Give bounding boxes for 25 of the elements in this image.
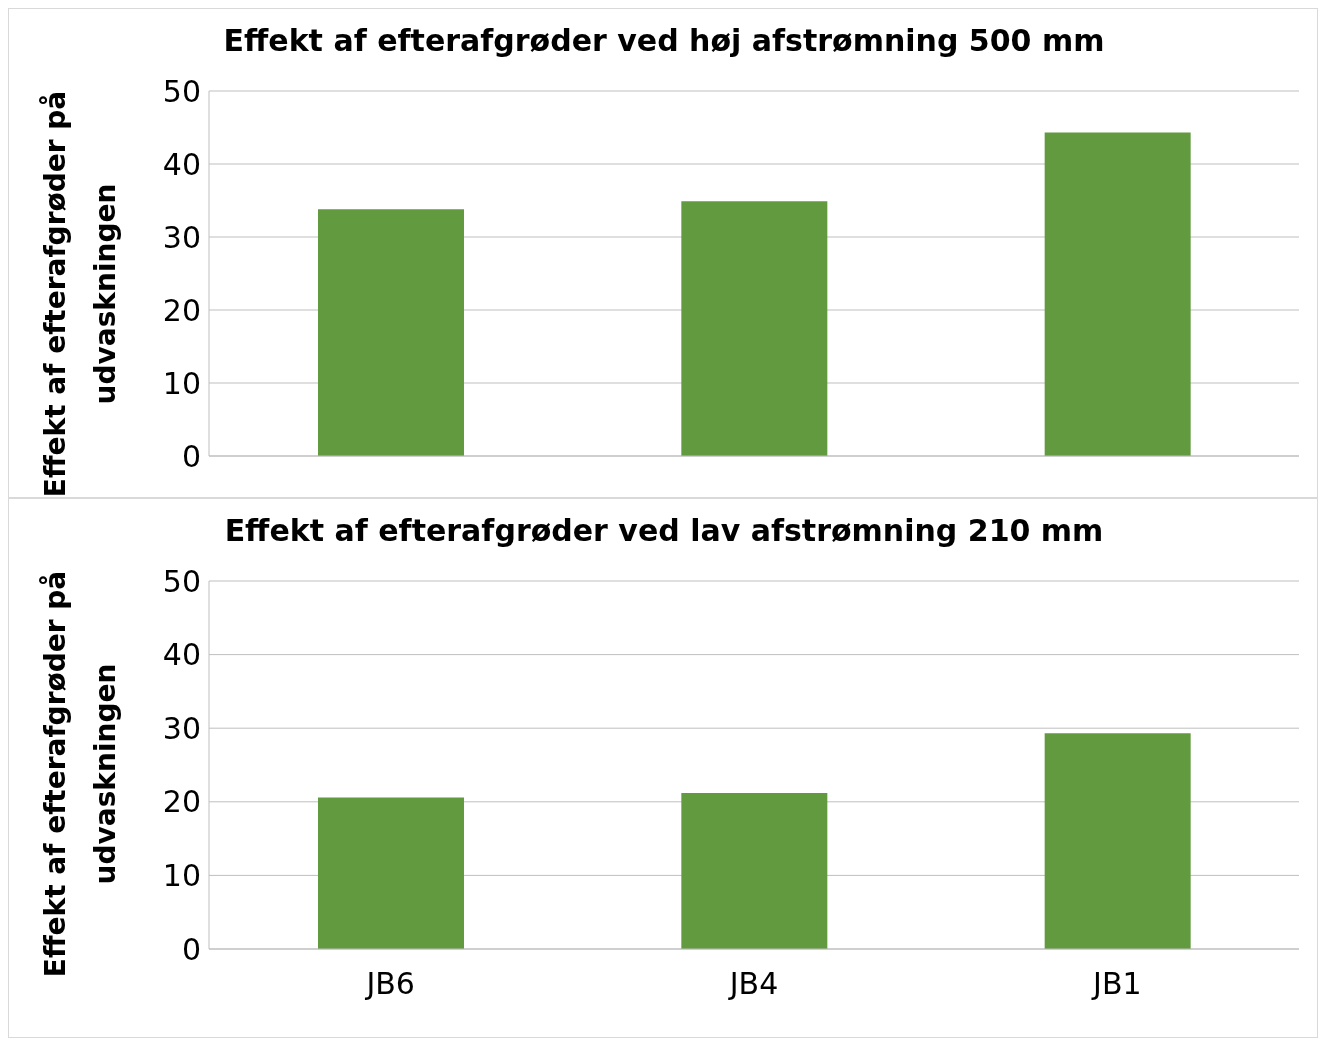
bar (1044, 733, 1191, 949)
bar (318, 797, 464, 949)
y-tick-label: 50 (162, 563, 201, 599)
y-tick-label: 40 (162, 637, 201, 673)
y-tick-label: 30 (162, 710, 201, 746)
y-tick-label: 0 (181, 438, 201, 474)
bar (1044, 132, 1191, 456)
y-tick-label: 10 (162, 858, 201, 894)
x-tick-label: JB1 (1091, 966, 1142, 1002)
y-tick-label: 40 (162, 146, 201, 182)
y-tick-label: 30 (162, 219, 201, 255)
bar (681, 201, 828, 456)
y-tick-label: 10 (162, 365, 201, 401)
y-axis-title: Effekt af efterafgrøder på udvaskningen (39, 90, 122, 498)
bar (681, 792, 828, 949)
x-tick-label: JB6 (364, 966, 415, 1002)
y-axis-title: Effekt af efterafgrøder på udvaskningen (39, 570, 122, 978)
y-tick-label: 0 (181, 931, 201, 967)
chart-title: Effekt af efterafgrøder ved høj afstrømning 500 mm (222, 23, 1106, 58)
chart-title: Effekt af efterafgrøder ved lav afstrømning 210 mm (223, 513, 1105, 548)
y-tick-label: 20 (162, 292, 201, 328)
bar (318, 209, 464, 456)
y-tick-label: 50 (162, 73, 201, 109)
y-tick-label: 20 (162, 784, 201, 820)
x-tick-label: JB4 (727, 966, 779, 1002)
